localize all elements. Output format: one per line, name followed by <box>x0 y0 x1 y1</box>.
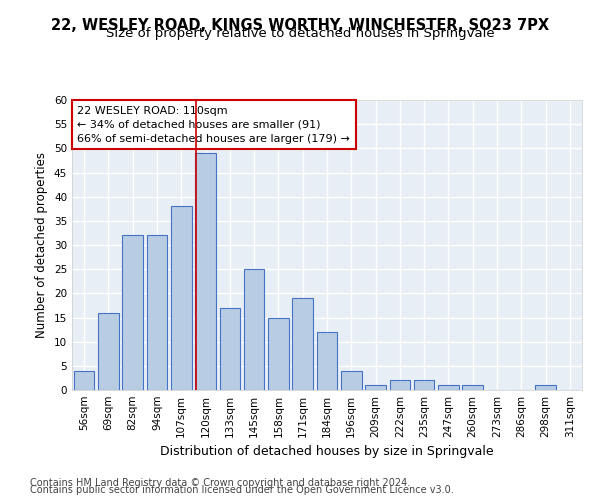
Bar <box>317 332 337 390</box>
Bar <box>389 380 410 390</box>
Bar <box>146 236 167 390</box>
Bar <box>74 370 94 390</box>
Bar <box>171 206 191 390</box>
X-axis label: Distribution of detached houses by size in Springvale: Distribution of detached houses by size … <box>160 446 494 458</box>
Y-axis label: Number of detached properties: Number of detached properties <box>35 152 49 338</box>
Text: 22, WESLEY ROAD, KINGS WORTHY, WINCHESTER, SO23 7PX: 22, WESLEY ROAD, KINGS WORTHY, WINCHESTE… <box>51 18 549 32</box>
Bar <box>195 153 216 390</box>
Bar <box>438 385 459 390</box>
Bar <box>463 385 483 390</box>
Text: Contains public sector information licensed under the Open Government Licence v3: Contains public sector information licen… <box>30 485 454 495</box>
Bar <box>341 370 362 390</box>
Text: Contains HM Land Registry data © Crown copyright and database right 2024.: Contains HM Land Registry data © Crown c… <box>30 478 410 488</box>
Bar <box>98 312 119 390</box>
Bar <box>268 318 289 390</box>
Text: Size of property relative to detached houses in Springvale: Size of property relative to detached ho… <box>106 28 494 40</box>
Bar <box>414 380 434 390</box>
Bar <box>292 298 313 390</box>
Bar <box>122 236 143 390</box>
Bar <box>244 269 265 390</box>
Bar <box>535 385 556 390</box>
Text: 22 WESLEY ROAD: 110sqm
← 34% of detached houses are smaller (91)
66% of semi-det: 22 WESLEY ROAD: 110sqm ← 34% of detached… <box>77 106 350 144</box>
Bar <box>365 385 386 390</box>
Bar <box>220 308 240 390</box>
